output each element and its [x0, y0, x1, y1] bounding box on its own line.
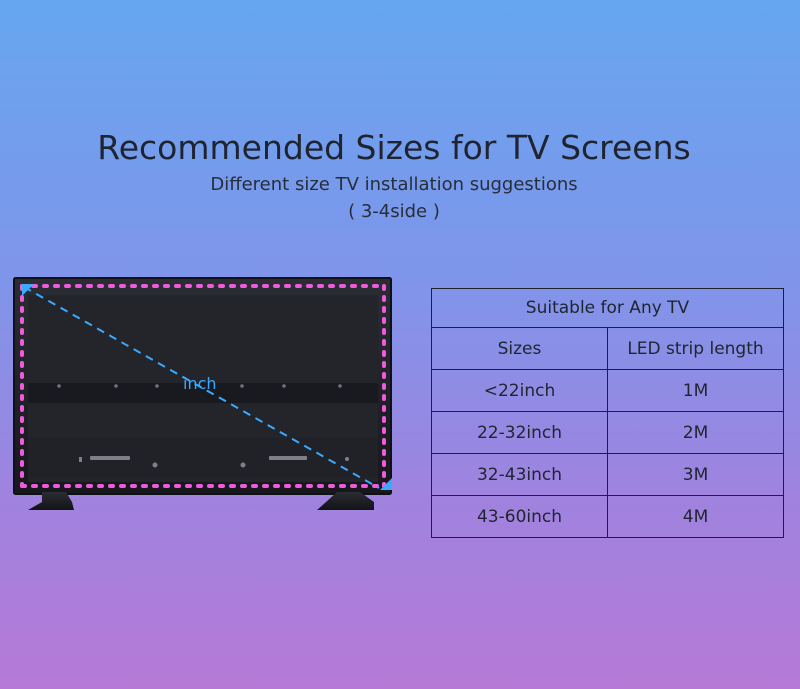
tv-ports — [79, 456, 349, 468]
tv-bottom-band — [28, 438, 378, 478]
table-header-length: LED strip length — [627, 338, 764, 359]
table-row: 43-60inch 4M — [432, 496, 783, 537]
table-cell-length: 2M — [682, 422, 709, 443]
table-cell-size: 22-32inch — [432, 412, 608, 453]
table-header-row: Sizes LED strip length — [432, 328, 783, 370]
table-header-sizes: Sizes — [432, 328, 608, 369]
table-title: Suitable for Any TV — [432, 289, 783, 328]
page-subtitle: Different size TV installation suggestio… — [210, 174, 578, 195]
tv-illustration: inch — [13, 277, 394, 518]
measurement-line — [23, 286, 380, 489]
tv-measurement-label: inch — [183, 374, 217, 393]
table-cell-size: <22inch — [432, 370, 608, 411]
triangle-marker-end-icon — [380, 478, 392, 490]
table-cell-size: 32-43inch — [432, 454, 608, 495]
side-note: ( 3-4side ) — [348, 201, 440, 222]
tv-screws — [57, 384, 342, 388]
table-cell-length: 1M — [682, 380, 709, 401]
table-cell-length: 4M — [682, 506, 709, 527]
left-stand — [28, 492, 74, 510]
tv-svg — [13, 277, 392, 510]
right-stand — [317, 492, 374, 510]
size-recommendation-table: Suitable for Any TV Sizes LED strip leng… — [431, 288, 784, 538]
page-title: Recommended Sizes for TV Screens — [97, 128, 691, 167]
table-row: <22inch 1M — [432, 370, 783, 412]
tv-top-band — [28, 383, 378, 403]
table-cell-length: 3M — [682, 464, 709, 485]
table-row: 22-32inch 2M — [432, 412, 783, 454]
table-row: 32-43inch 3M — [432, 454, 783, 496]
triangle-marker-start-icon — [22, 284, 34, 296]
table-cell-size: 43-60inch — [432, 496, 608, 537]
